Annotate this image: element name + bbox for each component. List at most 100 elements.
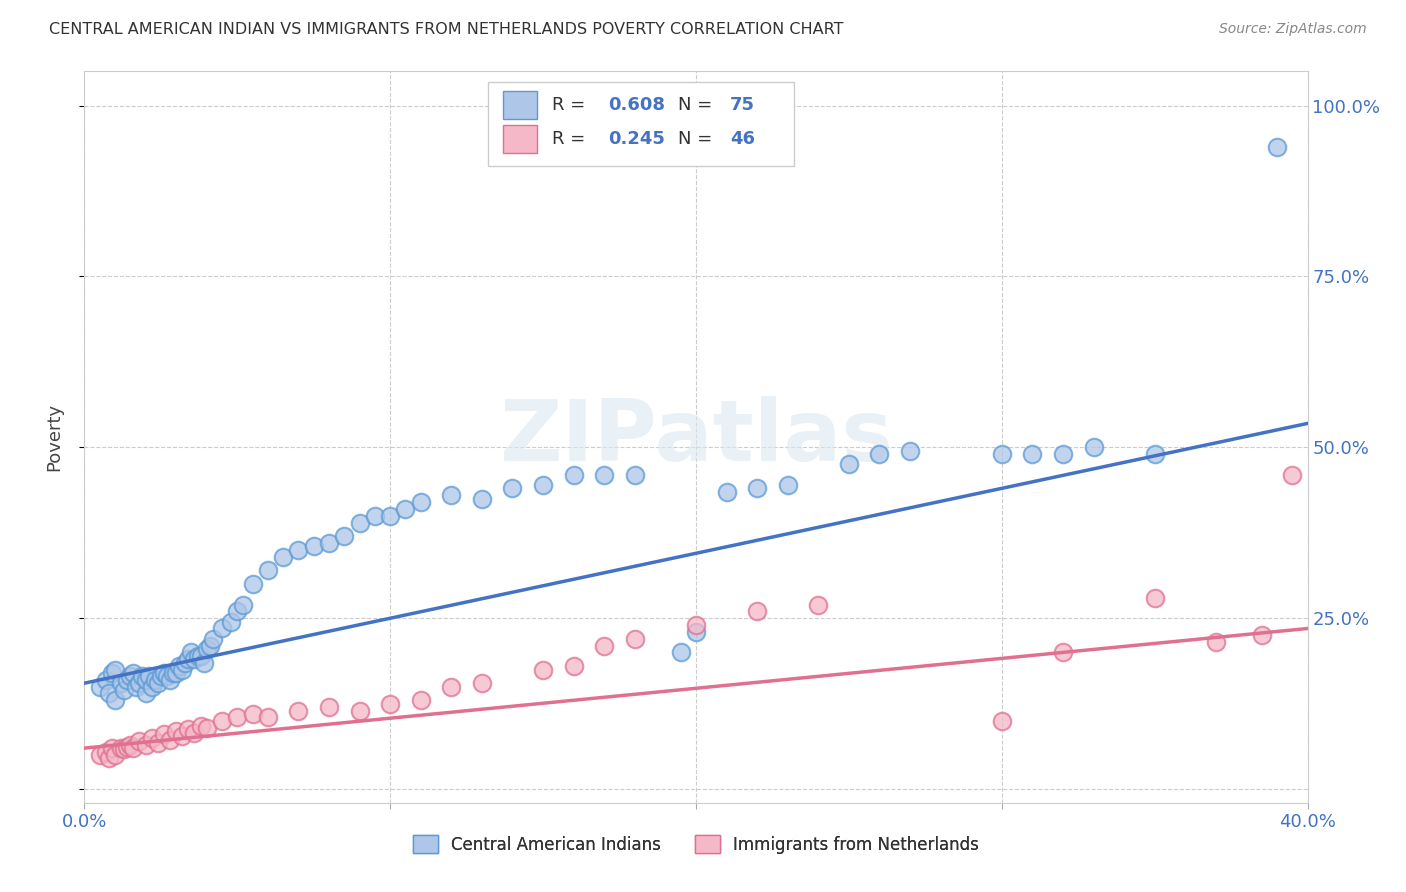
Point — [190, 648, 212, 663]
Point — [110, 676, 132, 690]
Point — [685, 618, 707, 632]
Point — [257, 710, 280, 724]
Point — [135, 673, 157, 687]
Point — [112, 742, 135, 756]
Text: N =: N = — [678, 130, 717, 148]
Point — [219, 615, 242, 629]
Point — [349, 516, 371, 530]
Point — [112, 683, 135, 698]
FancyBboxPatch shape — [503, 91, 537, 119]
Text: N =: N = — [678, 96, 717, 114]
Point — [271, 549, 294, 564]
Point — [302, 540, 325, 554]
Point — [471, 676, 494, 690]
Point — [776, 478, 799, 492]
Point — [186, 648, 208, 663]
Point — [153, 727, 176, 741]
Point — [562, 467, 585, 482]
Text: CENTRAL AMERICAN INDIAN VS IMMIGRANTS FROM NETHERLANDS POVERTY CORRELATION CHART: CENTRAL AMERICAN INDIAN VS IMMIGRANTS FR… — [49, 22, 844, 37]
Point — [242, 706, 264, 721]
Point — [125, 680, 148, 694]
Point — [115, 673, 138, 687]
Point — [991, 447, 1014, 461]
Point — [593, 639, 616, 653]
FancyBboxPatch shape — [503, 126, 537, 153]
Point — [1205, 635, 1227, 649]
Point — [1143, 591, 1166, 605]
Point — [94, 745, 117, 759]
Point — [195, 642, 218, 657]
Point — [162, 665, 184, 680]
Text: 0.608: 0.608 — [607, 96, 665, 114]
Point — [287, 542, 309, 557]
Point — [101, 665, 124, 680]
Point — [146, 676, 169, 690]
Point — [89, 747, 111, 762]
Point — [1052, 645, 1074, 659]
Point — [440, 488, 463, 502]
Point — [333, 529, 356, 543]
Point — [440, 680, 463, 694]
Point — [172, 729, 194, 743]
Point — [97, 751, 120, 765]
Legend: Central American Indians, Immigrants from Netherlands: Central American Indians, Immigrants fro… — [406, 829, 986, 860]
Point — [128, 676, 150, 690]
Point — [159, 673, 181, 687]
Point — [104, 747, 127, 762]
Point — [141, 680, 163, 694]
Point — [211, 622, 233, 636]
Point — [716, 484, 738, 499]
Point — [143, 673, 166, 687]
Point — [167, 659, 190, 673]
Point — [232, 598, 254, 612]
Text: ZIPatlas: ZIPatlas — [499, 395, 893, 479]
Point — [138, 669, 160, 683]
FancyBboxPatch shape — [488, 82, 794, 167]
Point — [226, 710, 249, 724]
Point — [104, 663, 127, 677]
Point — [226, 604, 249, 618]
Point — [211, 714, 233, 728]
Point — [531, 663, 554, 677]
Point — [807, 598, 830, 612]
Point — [624, 632, 647, 646]
Point — [141, 731, 163, 745]
Point — [349, 704, 371, 718]
Point — [287, 704, 309, 718]
Point — [135, 686, 157, 700]
Point — [1021, 447, 1043, 461]
Point — [131, 669, 153, 683]
Point — [89, 680, 111, 694]
Point — [153, 665, 176, 680]
Point — [991, 714, 1014, 728]
Point — [115, 739, 138, 754]
Point — [122, 741, 145, 756]
Y-axis label: Poverty: Poverty — [45, 403, 63, 471]
Point — [898, 443, 921, 458]
Text: 0.245: 0.245 — [607, 130, 665, 148]
Point — [669, 645, 692, 659]
Point — [242, 577, 264, 591]
Point — [869, 447, 891, 461]
Point — [128, 734, 150, 748]
Point — [409, 495, 432, 509]
Point — [593, 467, 616, 482]
Point — [177, 652, 200, 666]
Point — [394, 501, 416, 516]
Point — [747, 481, 769, 495]
Point — [502, 481, 524, 495]
Point — [409, 693, 432, 707]
Text: R =: R = — [551, 130, 591, 148]
Point — [94, 673, 117, 687]
Point — [159, 732, 181, 747]
Point — [838, 458, 860, 472]
Point — [120, 669, 142, 683]
Point — [156, 669, 179, 683]
Point — [1265, 139, 1288, 153]
Point — [183, 726, 205, 740]
Text: 46: 46 — [730, 130, 755, 148]
Point — [172, 663, 194, 677]
Point — [174, 656, 197, 670]
Text: R =: R = — [551, 96, 591, 114]
Point — [471, 491, 494, 506]
